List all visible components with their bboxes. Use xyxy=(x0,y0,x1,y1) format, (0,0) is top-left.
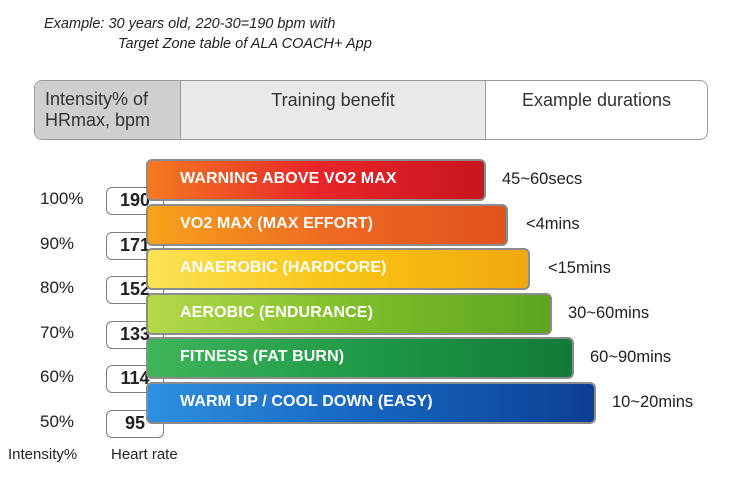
header-example-durations: Example durations xyxy=(521,90,672,110)
zone-duration: 60~90mins xyxy=(590,348,672,366)
zone-duration: <15mins xyxy=(548,259,611,277)
intensity-percent-label: 60% xyxy=(40,367,75,387)
zone-bar: FITNESS (FAT BURN) xyxy=(146,337,574,379)
zone-bar: WARNING ABOVE VO2 MAX xyxy=(146,159,486,201)
intensity-percent-label: 80% xyxy=(40,278,75,298)
zone-label: FITNESS (FAT BURN) xyxy=(180,348,345,365)
header-intensity-line-1: Intensity% of xyxy=(45,89,149,109)
zone-duration: 45~60secs xyxy=(502,170,583,188)
caption-line-2: Target Zone table of ALA COACH+ App xyxy=(118,36,372,52)
intensity-percent-label: 70% xyxy=(40,322,75,342)
zone-label: AEROBIC (ENDURANCE) xyxy=(180,303,374,321)
table-header: Intensity% of HRmax, bpm Training benefi… xyxy=(34,80,708,140)
zone-label: VO2 MAX (MAX EFFORT) xyxy=(180,214,374,232)
zone-label: ANAEROBIC (HARDCORE) xyxy=(180,259,387,276)
zone-duration: 10~20mins xyxy=(612,392,694,411)
zone-duration: <4mins xyxy=(526,214,580,233)
footer-intensity-label: Intensity% xyxy=(8,446,78,463)
intensity-percent-label: 100% xyxy=(40,189,84,208)
header-intensity: Intensity% of HRmax, bpm xyxy=(35,81,181,139)
zone-bar: VO2 MAX (MAX EFFORT) xyxy=(146,203,508,246)
zone-duration: 30~60mins xyxy=(568,303,650,322)
zone-label: WARM UP / COOL DOWN (EASY) xyxy=(180,392,433,410)
header-training-benefit: Training benefit xyxy=(181,81,486,139)
example-caption: Example: 30 years old, 220-30=190 bpm wi… xyxy=(44,14,372,54)
intensity-percent-label: 50% xyxy=(40,412,75,431)
zone-bar: AEROBIC (ENDURANCE) xyxy=(146,292,552,335)
footer-heart-rate-label: Heart rate xyxy=(111,446,178,463)
zone-label: WARNING ABOVE VO2 MAX xyxy=(180,170,397,187)
intensity-percent-label: 90% xyxy=(40,233,75,253)
zone-bar: WARM UP / COOL DOWN (EASY) xyxy=(146,381,596,424)
header-intensity-line-2: HRmax, bpm xyxy=(45,110,151,130)
caption-line-1: Example: 30 years old, 220-30=190 bpm wi… xyxy=(44,16,336,32)
zone-bar: ANAEROBIC (HARDCORE) xyxy=(146,248,530,290)
